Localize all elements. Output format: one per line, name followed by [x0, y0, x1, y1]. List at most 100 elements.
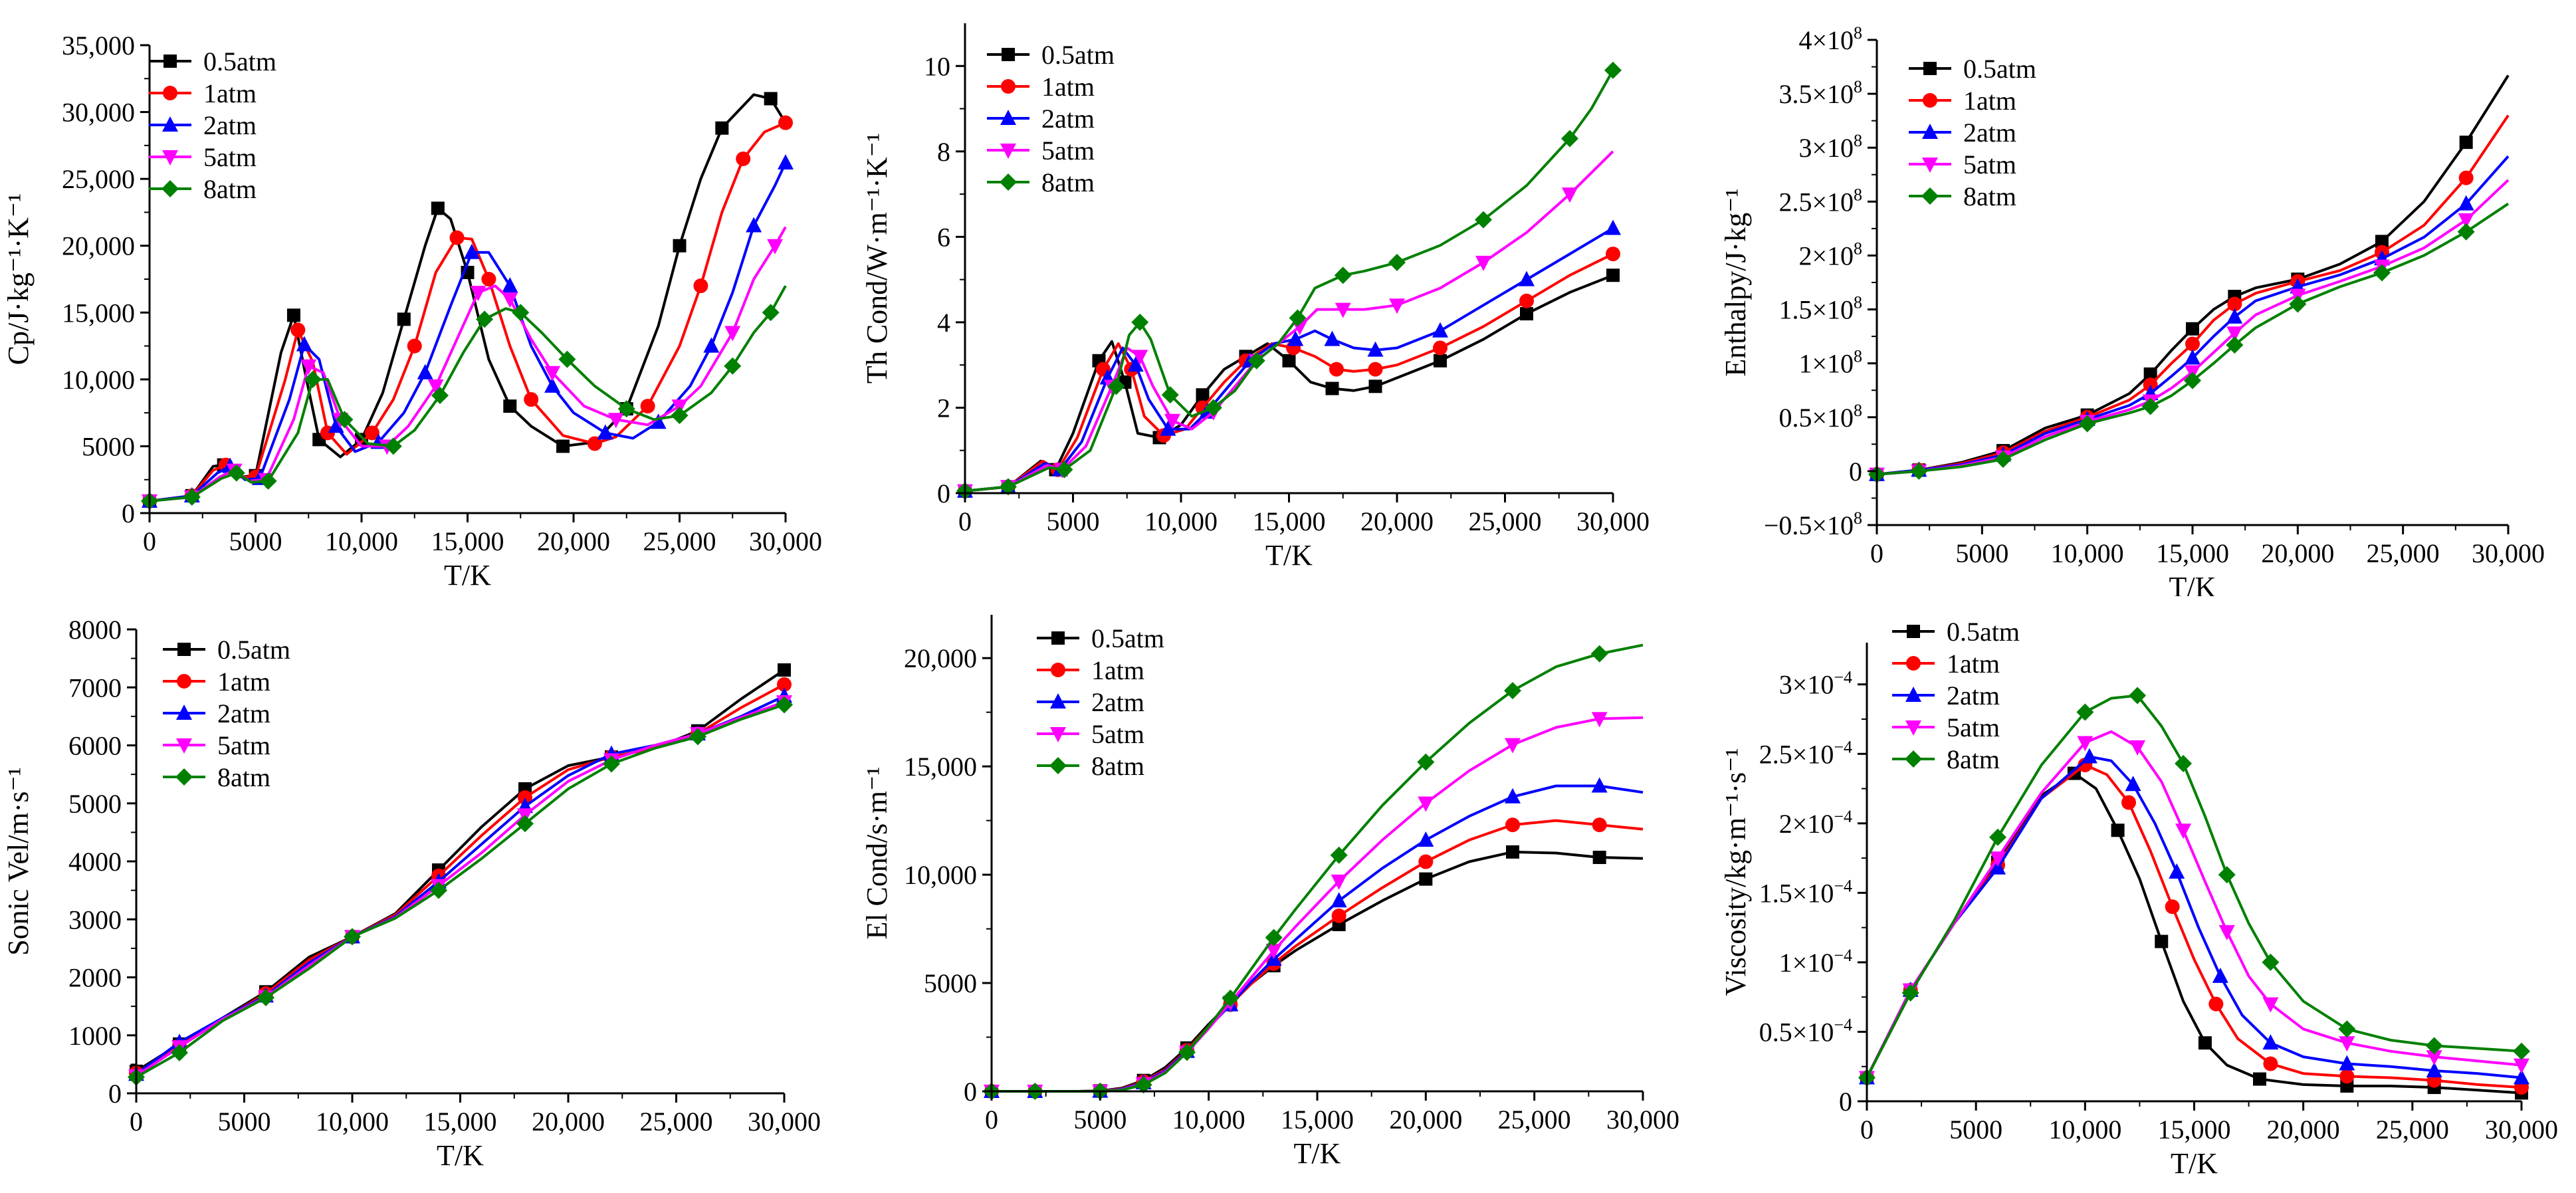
- data-point: [1368, 362, 1383, 377]
- data-point: [1178, 1043, 1196, 1061]
- data-point: [2198, 1036, 2212, 1050]
- data-point: [1265, 944, 1282, 960]
- data-point: [703, 337, 720, 353]
- legend-label: 1atm: [217, 667, 270, 697]
- series-line-1atm: [992, 819, 1644, 1093]
- data-point: [476, 310, 494, 328]
- data-point: [746, 217, 762, 233]
- data-point: [1475, 211, 1492, 229]
- x-tick-label: 10,000: [1172, 1105, 1245, 1135]
- data-point: [671, 407, 689, 425]
- data-point: [431, 201, 445, 215]
- series-8atm: [956, 61, 1622, 500]
- data-point: [2514, 1069, 2529, 1085]
- x-tick-label: 10,000: [316, 1107, 389, 1137]
- data-point: [597, 424, 613, 440]
- data-point: [2426, 1062, 2442, 1077]
- x-tick-label: 30,000: [1576, 506, 1650, 536]
- data-point: [603, 755, 620, 773]
- legend-label: 0.5atm: [217, 635, 290, 665]
- x-tick-label: 25,000: [2367, 538, 2440, 568]
- legend-marker: [175, 768, 193, 786]
- x-tick-label: 10,000: [2051, 538, 2124, 568]
- data-point: [2218, 924, 2235, 940]
- x-tick-label: 20,000: [1389, 1105, 1462, 1135]
- data-point: [1164, 413, 1180, 429]
- data-point: [1901, 984, 1919, 1002]
- y-tick-label: 30,000: [62, 98, 135, 128]
- data-point: [2426, 1050, 2442, 1066]
- legend-label: 2atm: [1041, 104, 1095, 134]
- data-point: [2141, 397, 2159, 415]
- x-tick-label: 10,000: [2048, 1115, 2121, 1144]
- x-tick-label: 15,000: [424, 1107, 497, 1137]
- x-tick-label: 20,000: [537, 526, 610, 556]
- series-line-0.5atm: [992, 850, 1644, 1093]
- legend-label: 5atm: [1947, 712, 2000, 742]
- data-point: [384, 437, 402, 455]
- data-point: [2373, 264, 2391, 282]
- y-tick-label: 2×108: [1798, 239, 1862, 271]
- data-point: [2227, 296, 2242, 312]
- x-tick-label: 15,000: [1281, 1105, 1354, 1135]
- legend-label: 0.5atm: [203, 47, 276, 76]
- data-point: [2459, 136, 2473, 150]
- legend-label: 5atm: [217, 730, 270, 760]
- y-tick-label: 2: [937, 393, 950, 423]
- y-tick-label: 1.5×108: [1778, 293, 1862, 325]
- y-tick-label: 0.5×108: [1778, 401, 1862, 433]
- legend-marker: [161, 180, 179, 197]
- legend-label: 2atm: [1963, 118, 2016, 148]
- data-point: [764, 92, 778, 106]
- legend-marker: [1906, 656, 1921, 671]
- x-tick-label: 0: [130, 1107, 143, 1137]
- y-tick-label: 7000: [68, 673, 122, 703]
- data-point: [2077, 736, 2093, 752]
- y-tick-label: 4: [937, 308, 950, 338]
- data-point: [2457, 223, 2475, 241]
- data-point: [1196, 388, 1210, 402]
- series-2atm: [984, 777, 1644, 1098]
- series-8atm: [128, 696, 793, 1086]
- data-point: [1418, 796, 1434, 812]
- data-point: [2121, 795, 2136, 810]
- data-point: [2339, 1036, 2355, 1052]
- x-tick-label: 15,000: [2158, 1115, 2231, 1144]
- x-axis-label: T/K: [1265, 539, 1313, 572]
- legend-marker: [1921, 187, 1939, 205]
- data-point: [1222, 989, 1239, 1007]
- data-point: [524, 392, 539, 407]
- data-point: [1604, 61, 1622, 79]
- data-point: [778, 154, 794, 170]
- y-tick-label: 1000: [68, 1021, 122, 1051]
- x-axis-label: T/K: [2171, 1147, 2218, 1180]
- series-line-5atm: [992, 716, 1644, 1093]
- y-axis-label: Enthalpy/J·kg⁻¹: [1719, 188, 1752, 376]
- data-point: [1417, 753, 1435, 771]
- data-point: [1433, 340, 1448, 356]
- series-line-8atm: [1866, 694, 2522, 1079]
- data-point: [777, 677, 792, 692]
- x-tick-label: 15,000: [1253, 506, 1326, 536]
- data-point: [2184, 372, 2201, 389]
- legend-label: 2atm: [1947, 681, 2000, 710]
- y-tick-label: 4×108: [1798, 23, 1862, 55]
- legend-label: 8atm: [203, 174, 257, 204]
- data-point: [1606, 269, 1620, 282]
- data-point: [2226, 326, 2243, 342]
- x-tick-label: 15,000: [2156, 538, 2229, 568]
- data-point: [762, 304, 780, 322]
- legend-marker: [1049, 757, 1067, 774]
- x-tick-label: 5000: [218, 1107, 271, 1137]
- y-tick-label: 2.5×108: [1778, 185, 1862, 217]
- data-point: [544, 377, 561, 393]
- chart-enthalpy: 0 5000 10,000 15,000 20,000 25,000 30,000 −0.5×…: [1719, 23, 2545, 596]
- y-axis-label: Viscosity/kg·m⁻¹·s⁻¹: [1719, 748, 1752, 996]
- data-point: [328, 417, 344, 433]
- data-point: [470, 286, 486, 302]
- legend-label: 8atm: [1041, 167, 1095, 197]
- legend-marker: [163, 86, 177, 100]
- data-point: [1592, 851, 1606, 865]
- data-point: [2129, 740, 2146, 756]
